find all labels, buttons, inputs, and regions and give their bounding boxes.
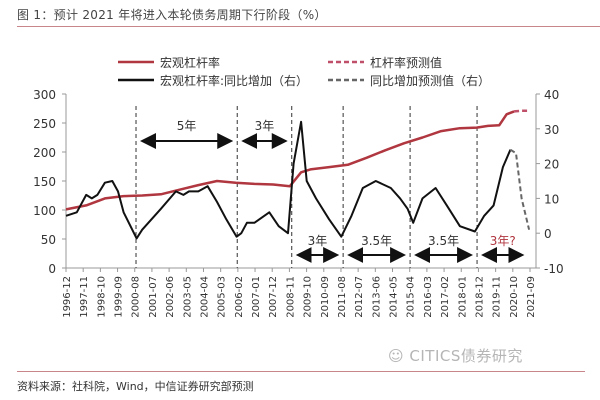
x-tick-label: 2009-10 bbox=[303, 276, 314, 318]
x-tick-label: 2002-06 bbox=[165, 276, 176, 318]
title-divider bbox=[17, 26, 600, 27]
x-tick-label: 2018-01 bbox=[457, 276, 468, 318]
left-y-tick-label: 0 bbox=[48, 262, 56, 276]
x-tick-label: 1999-09 bbox=[114, 276, 125, 318]
x-tick-label: 2007-01 bbox=[251, 276, 262, 318]
duration-label: 3年? bbox=[490, 234, 516, 248]
x-tick-label: 2003-05 bbox=[182, 276, 193, 318]
x-tick-label: 2020-10 bbox=[509, 276, 520, 318]
duration-label: 3年 bbox=[308, 234, 328, 248]
x-tick-label: 2012-07 bbox=[354, 276, 365, 318]
x-tick-label: 2019-11 bbox=[492, 276, 503, 318]
x-tick-label: 2001-07 bbox=[148, 276, 159, 318]
x-tick-label: 2008-11 bbox=[285, 276, 296, 318]
x-tick-label: 2015-04 bbox=[406, 276, 417, 318]
x-tick-label: 2010-09 bbox=[320, 276, 331, 318]
legend-label: 宏观杠杆率:同比增加（右） bbox=[160, 73, 308, 88]
left-y-tick-label: 150 bbox=[33, 175, 56, 189]
chart-title: 图 1：预计 2021 年将进入本轮债务周期下行阶段（%） bbox=[17, 8, 327, 22]
x-tick-label: 2013-06 bbox=[371, 276, 382, 318]
leverage-forecast-line bbox=[514, 109, 530, 113]
x-tick-label: 2006-02 bbox=[234, 276, 245, 318]
left-y-tick-label: 200 bbox=[33, 146, 56, 160]
leverage-line bbox=[65, 110, 515, 211]
yoy-forecast-line bbox=[509, 148, 531, 230]
footer-divider bbox=[17, 371, 585, 372]
duration-label: 5年 bbox=[177, 119, 197, 133]
left-y-tick-label: 300 bbox=[33, 88, 56, 102]
right-y-tick-label: 10 bbox=[544, 192, 559, 206]
watermark: ☺ CITICS债券研究 bbox=[388, 347, 523, 365]
x-tick-label: 1997-11 bbox=[79, 276, 90, 318]
left-y-tick-label: 100 bbox=[33, 204, 56, 218]
legend-label: 宏观杠杆率 bbox=[160, 55, 220, 70]
right-y-tick-label: -10 bbox=[544, 262, 564, 276]
left-y-tick-label: 250 bbox=[33, 117, 56, 131]
x-tick-label: 2004-04 bbox=[199, 276, 210, 318]
x-tick-label: 2014-05 bbox=[389, 276, 400, 318]
right-y-tick-label: 30 bbox=[544, 123, 559, 137]
right-y-tick-label: 40 bbox=[544, 88, 559, 102]
x-tick-label: 2016-03 bbox=[423, 276, 434, 318]
x-tick-label: 1996-12 bbox=[62, 276, 73, 318]
x-tick-label: 2018-12 bbox=[474, 276, 485, 318]
x-tick-label: 1998-10 bbox=[96, 276, 107, 318]
x-tick-label: 2007-12 bbox=[268, 276, 279, 318]
legend-label: 同比增加预测值（右） bbox=[370, 73, 490, 88]
right-y-tick-label: 0 bbox=[544, 227, 552, 241]
source-note: 资料来源：社科院，Wind，中信证券研究部预测 bbox=[17, 380, 254, 393]
x-tick-label: 2017-02 bbox=[440, 276, 451, 318]
duration-label: 3年 bbox=[255, 119, 275, 133]
duration-label: 3.5年 bbox=[428, 234, 459, 248]
legend-label: 杠杆率预测值 bbox=[370, 55, 442, 70]
x-tick-label: 2000-08 bbox=[131, 276, 142, 318]
wechat-icon: ☺ bbox=[388, 347, 410, 365]
x-tick-label: 2005-03 bbox=[217, 276, 228, 318]
right-y-tick-label: 20 bbox=[544, 158, 559, 172]
left-y-tick-label: 50 bbox=[41, 233, 56, 247]
yoy-line bbox=[65, 120, 512, 240]
duration-label: 3.5年 bbox=[361, 234, 392, 248]
x-tick-label: 2021-09 bbox=[526, 276, 537, 318]
x-tick-label: 2011-08 bbox=[337, 276, 348, 318]
